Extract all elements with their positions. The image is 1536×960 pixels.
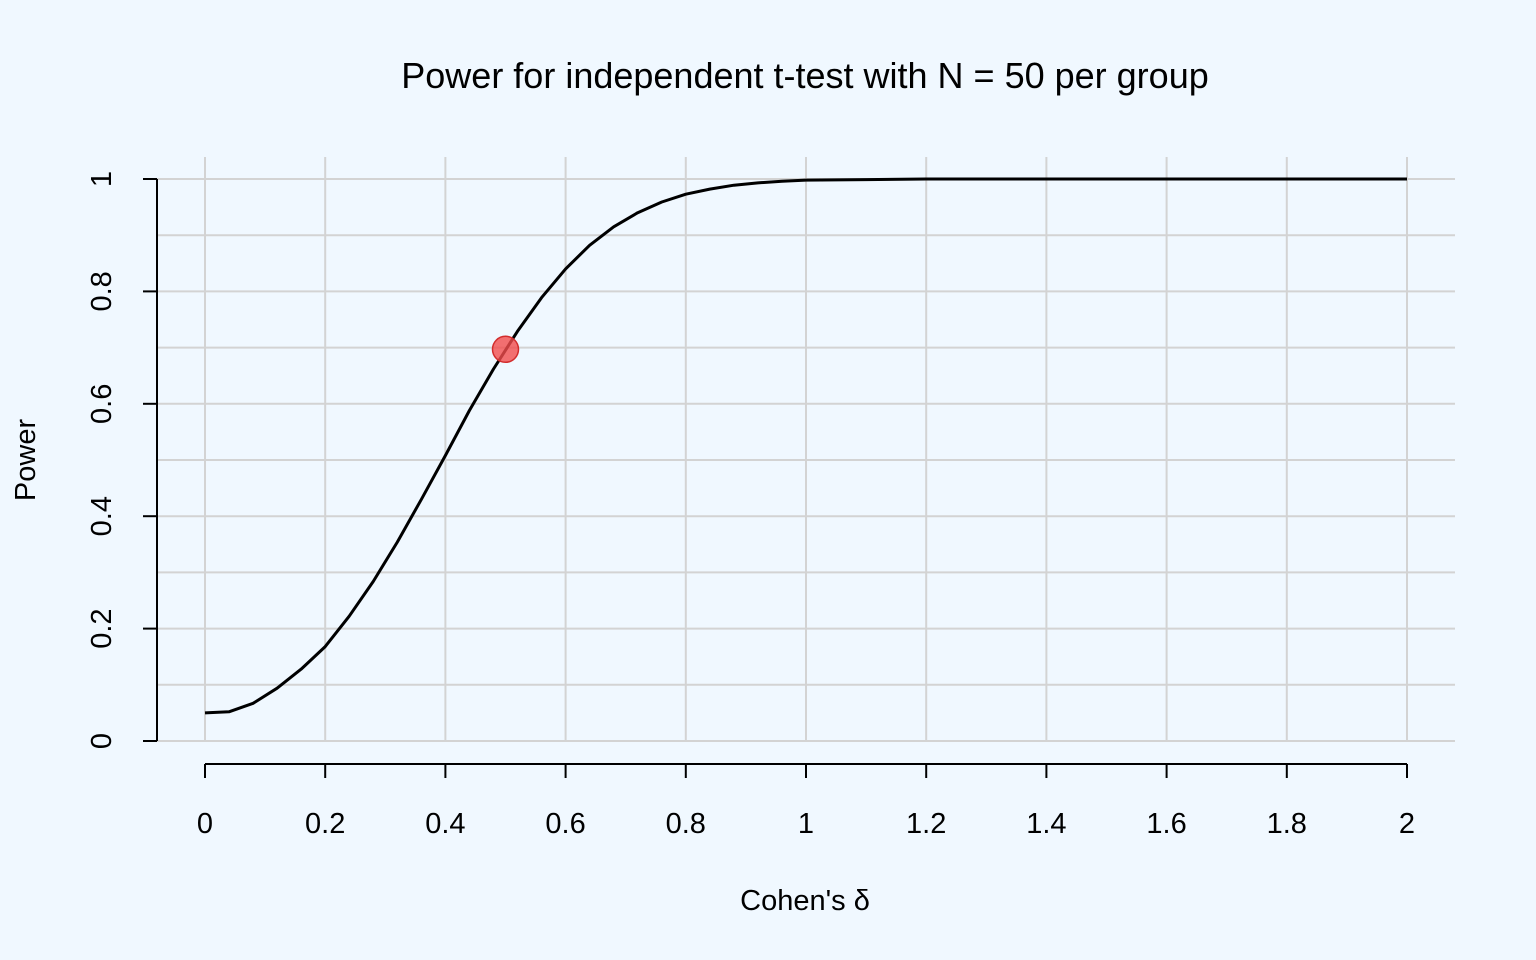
x-tick-label-7: 1.4 <box>1026 808 1066 840</box>
y-tick-label-2: 0.4 <box>86 496 118 536</box>
x-axis-label: Cohen's δ <box>740 885 870 917</box>
grid <box>157 157 1455 742</box>
x-tick-label-9: 1.8 <box>1267 808 1307 840</box>
x-tick-label-1: 0.2 <box>305 808 345 840</box>
x-tick-label-8: 1.6 <box>1146 808 1186 840</box>
x-tick-label-3: 0.6 <box>545 808 585 840</box>
x-tick-label-0: 0 <box>197 808 213 840</box>
axes: 0 0.2 0.4 0.6 0.8 1 0 0.2 0.4 0.6 0.8 1 1.2 1.4 1.6 1.8… <box>86 171 1415 840</box>
x-tick-label-6: 1.2 <box>906 808 946 840</box>
chart-title: Power for independent t-test with N = 50… <box>401 55 1208 96</box>
x-tick-label-10: 2 <box>1399 808 1415 840</box>
x-tick-label-4: 0.8 <box>666 808 706 840</box>
y-tick-label-0: 0 <box>86 733 118 749</box>
y-tick-label-1: 0.2 <box>86 608 118 648</box>
y-tick-label-5: 1 <box>86 171 118 187</box>
data-layer <box>204 177 1407 715</box>
y-tick-label-3: 0.6 <box>86 384 118 424</box>
x-tick-label-2: 0.4 <box>425 808 465 840</box>
power-curve-line <box>204 177 1407 715</box>
highlight-point <box>491 335 520 364</box>
y-axis-label: Power <box>10 419 42 502</box>
x-tick-label-5: 1 <box>798 808 814 840</box>
y-tick-label-4: 0.8 <box>86 271 118 311</box>
